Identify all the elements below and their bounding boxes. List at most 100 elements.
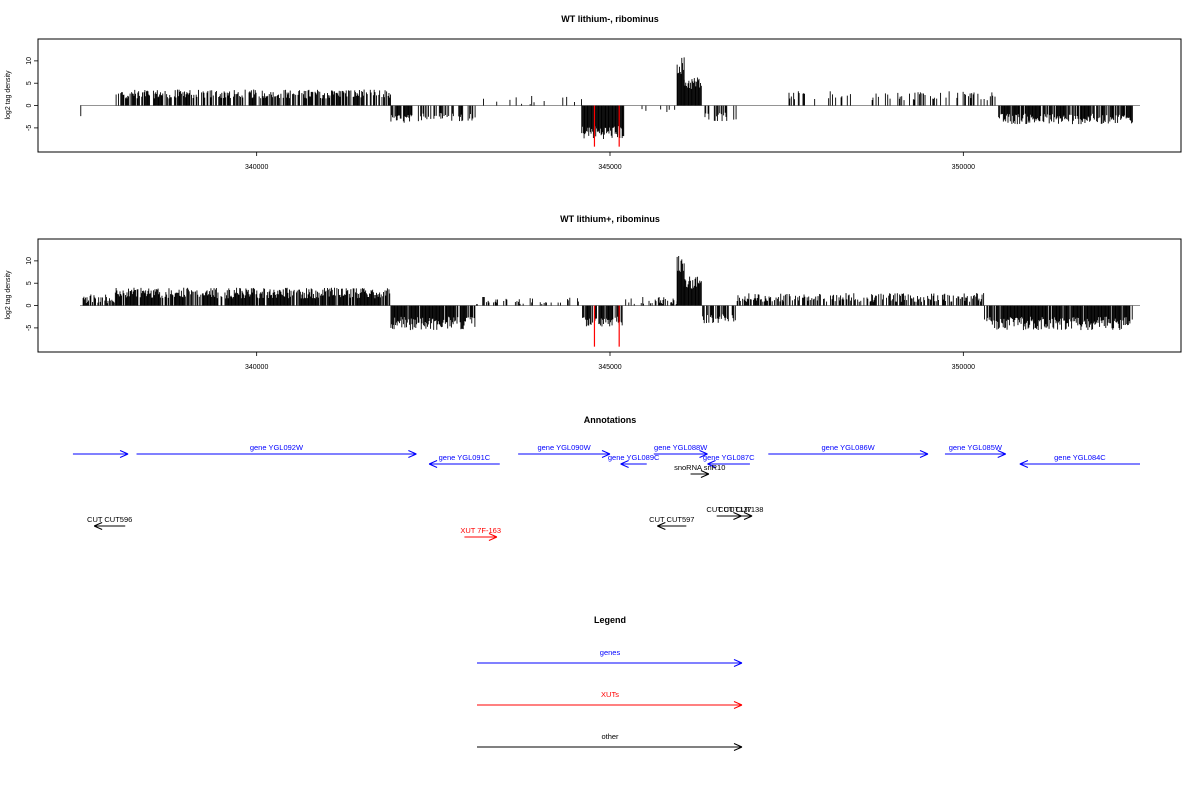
feature-label: gene YGL086W xyxy=(822,443,876,452)
y-tick-label: 10 xyxy=(26,257,33,265)
panel-title-lithium-plus: WT lithium+, ribominus xyxy=(560,214,660,224)
feature-arrow-head xyxy=(488,533,498,538)
annotation-feature: gene YGL084C xyxy=(1019,453,1140,468)
feature-label: CUT CUT137 xyxy=(706,505,751,514)
feature-arrow-head xyxy=(699,450,708,455)
y-tick-label: -5 xyxy=(26,325,33,331)
y-tick-label: -5 xyxy=(26,125,33,131)
annotation-feature: XUT 7F-163 xyxy=(460,526,501,541)
x-tick-label: 345000 xyxy=(598,364,621,371)
annotation-feature: CUT CUT597 xyxy=(649,515,694,530)
annotations-title: Annotations xyxy=(584,415,637,425)
legend-arrow-head xyxy=(733,704,743,709)
feature-arrow-head xyxy=(93,522,103,527)
feature-arrow-head xyxy=(408,450,417,455)
feature-arrow-head xyxy=(919,450,929,455)
legend-items: genes XUTs other xyxy=(477,648,743,751)
legend-arrow-head xyxy=(733,746,743,751)
legend-label: XUTs xyxy=(601,690,619,699)
annotation-feature: gene YGL088W xyxy=(653,443,708,458)
feature-arrow-head xyxy=(919,453,929,458)
feature-label: gene YGL090W xyxy=(537,443,591,452)
legend-item: genes xyxy=(477,648,743,667)
legend-item: XUTs xyxy=(477,690,743,709)
feature-arrow-head xyxy=(428,463,438,468)
feature-arrow-head xyxy=(93,525,103,530)
feature-arrow-head xyxy=(620,463,629,468)
feature-label: gene YGL087C xyxy=(703,453,755,462)
panel-lithium-plus: WT lithium+, ribominus log2 tag density … xyxy=(5,214,1182,371)
feature-label: gene YGL084C xyxy=(1054,453,1106,462)
feature-arrow-head xyxy=(997,450,1006,455)
legend-arrow-head xyxy=(733,662,743,667)
legend-label: genes xyxy=(600,648,621,657)
feature-arrow-head xyxy=(601,450,611,455)
feature-arrow-head xyxy=(707,460,716,465)
plot-frame-lithium-plus xyxy=(37,238,1182,353)
feature-label: gene YGL089C xyxy=(608,453,660,462)
y-tick-label: 0 xyxy=(26,104,33,108)
annotation-feature: gene YGL091C xyxy=(428,453,500,468)
feature-arrow-head xyxy=(601,453,611,458)
feature-arrow-head xyxy=(707,463,716,468)
feature-label: gene YGL091C xyxy=(439,453,491,462)
feature-arrow-head xyxy=(657,522,666,527)
annotation-feature: gene YGL089C xyxy=(608,453,660,468)
x-tick-label: 340000 xyxy=(245,364,268,371)
feature-arrow-head xyxy=(700,473,710,478)
feature-arrow-head xyxy=(488,536,498,541)
feature-label: gene YGL085W xyxy=(949,443,1003,452)
panel-lithium-minus: WT lithium-, ribominus log2 tag density … xyxy=(5,14,1182,171)
feature-arrow-head xyxy=(428,460,438,465)
feature-arrow-head xyxy=(743,515,753,520)
feature-arrow-head xyxy=(1019,463,1029,468)
y-axis-label-lithium-minus: log2 tag density xyxy=(5,70,12,120)
feature-arrow-head xyxy=(997,453,1006,458)
axes-lithium-minus: -5 0 5 10 340000 345000 350000 xyxy=(26,57,975,171)
feature-arrow-head xyxy=(743,512,753,517)
x-tick-label: 345000 xyxy=(598,164,621,171)
feature-label: XUT 7F-163 xyxy=(460,526,501,535)
feature-arrow-head xyxy=(119,453,129,458)
annotation-features: gene YGL092W gene YGL091C gene YGL090W gene… xyxy=(72,443,1140,541)
annotation-feature: snoRNA snR10 xyxy=(674,463,725,478)
y-axis-label-lithium-plus: log2 tag density xyxy=(5,270,12,320)
legend-arrow-head xyxy=(733,659,743,664)
annotation-feature: gene YGL090W xyxy=(518,443,611,458)
feature-label: snoRNA snR10 xyxy=(674,463,725,472)
x-tick-label: 350000 xyxy=(952,164,975,171)
bars-lithium-minus xyxy=(80,57,1140,147)
legend-title: Legend xyxy=(594,615,626,625)
legend-label: other xyxy=(601,732,619,741)
feature-label: CUT CUT597 xyxy=(649,515,694,524)
legend-item: other xyxy=(477,732,743,751)
feature-arrow-head xyxy=(657,525,666,530)
bars-lithium-plus xyxy=(80,255,1140,347)
feature-arrow-head xyxy=(408,453,417,458)
legend: Legend genes XUTs other xyxy=(477,615,743,751)
x-tick-label: 340000 xyxy=(245,164,268,171)
feature-arrow-head xyxy=(733,515,742,520)
feature-label: gene YGL092W xyxy=(250,443,304,452)
feature-arrow-head xyxy=(1019,460,1029,465)
annotation-feature: gene YGL085W xyxy=(944,443,1006,458)
axes-lithium-plus: -5 0 5 10 340000 345000 350000 xyxy=(26,257,975,371)
y-tick-label: 5 xyxy=(26,281,33,285)
annotation-feature xyxy=(72,450,129,458)
y-tick-label: 10 xyxy=(26,57,33,65)
feature-arrow-head xyxy=(119,450,129,455)
feature-arrow-head xyxy=(733,512,742,517)
annotation-feature: CUT CUT138 xyxy=(718,505,763,520)
feature-label: CUT CUT138 xyxy=(718,505,763,514)
annotation-feature: gene YGL086W xyxy=(768,443,929,458)
x-tick-label: 350000 xyxy=(952,364,975,371)
annotation-feature: CUT CUT596 xyxy=(87,515,132,530)
annotation-feature: gene YGL092W xyxy=(136,443,417,458)
legend-arrow-head xyxy=(733,701,743,706)
feature-arrow-head xyxy=(620,460,629,465)
feature-arrow-head xyxy=(700,470,710,475)
panel-title-lithium-minus: WT lithium-, ribominus xyxy=(561,14,659,24)
